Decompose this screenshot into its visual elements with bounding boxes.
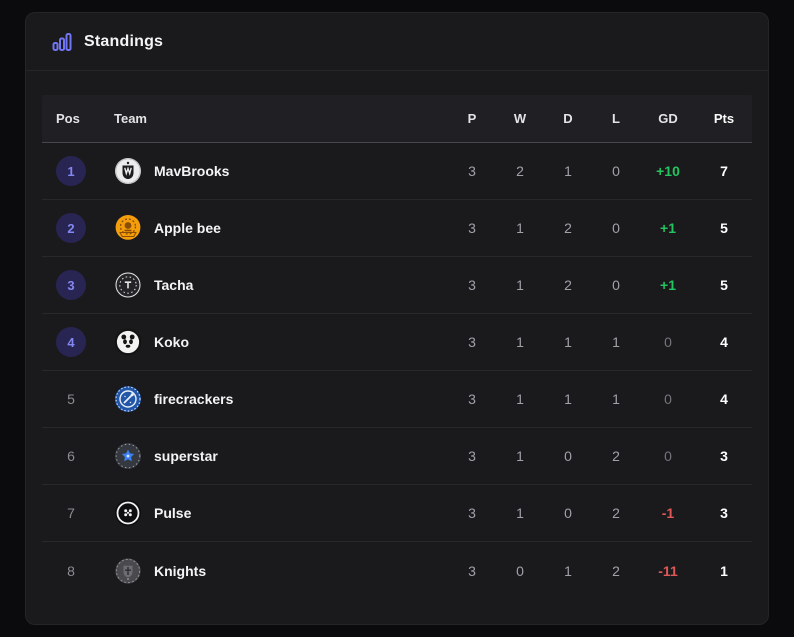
goal-difference-cell: +1 [660,220,676,236]
draws-cell: 1 [564,163,572,179]
losses-cell: 0 [612,163,620,179]
position-number: 5 [67,391,75,407]
table-row-knights[interactable]: 8 Knights 3 0 1 2 -11 1 [42,542,752,599]
points-cell: 3 [720,505,728,521]
standings-card: Standings Pos Team P W D L GD Pts 1 [25,12,769,625]
losses-cell: 1 [612,334,620,350]
wins-cell: 1 [516,220,524,236]
wins-cell: 0 [516,562,524,579]
team-name: Apple bee [154,220,221,236]
team-name: Knights [154,562,207,579]
bar-chart-icon [50,30,74,54]
position-badge: 2 [56,213,86,243]
team-name: superstar [154,448,218,464]
team-name: Tacha [154,277,194,293]
played-cell: 3 [468,505,476,521]
played-cell: 3 [468,562,476,579]
header-pos: Pos [56,111,80,126]
header-wins: W [513,111,527,126]
points-cell: 5 [720,277,728,293]
koko-crest-icon [114,328,142,356]
team-name: Koko [154,334,189,350]
points-cell: 4 [720,391,728,407]
table-row-pulse[interactable]: 7 Pulse 3 1 0 2 - [42,485,752,542]
team-name: Pulse [154,505,192,521]
position-badge: 4 [56,327,86,357]
losses-cell: 2 [612,562,620,579]
wins-cell: 1 [516,505,524,521]
goal-difference-cell: 0 [664,334,672,350]
tacha-crest-icon [114,271,142,299]
played-cell: 3 [468,391,476,407]
draws-cell: 0 [564,505,572,521]
card-header: Standings [26,13,768,71]
losses-cell: 0 [612,277,620,293]
losses-cell: 0 [612,220,620,236]
wins-cell: 2 [516,163,524,179]
apple-bee-crest-icon [114,214,142,242]
points-cell: 1 [720,562,728,579]
table-row-superstar[interactable]: 6 superstar 3 1 0 2 0 3 [42,428,752,485]
points-cell: 3 [720,448,728,464]
played-cell: 3 [468,334,476,350]
mavbrooks-crest-icon [114,157,142,185]
position-badge: 3 [56,270,86,300]
header-team: Team [114,111,147,126]
standings-table: Pos Team P W D L GD Pts 1 [26,71,768,623]
points-cell: 4 [720,334,728,350]
team-name: MavBrooks [154,163,230,179]
draws-cell: 1 [564,391,572,407]
draws-cell: 1 [564,562,572,579]
wins-cell: 1 [516,391,524,407]
header-draws: D [563,111,573,126]
header-played: P [467,111,477,126]
goal-difference-cell: +10 [656,163,680,179]
pulse-crest-icon [114,499,142,527]
table-row-mavbrooks[interactable]: 1 MavBrooks 3 2 1 0 +10 7 [42,143,752,200]
goal-difference-cell: 0 [664,448,672,464]
table-header-row: Pos Team P W D L GD Pts [42,95,752,143]
played-cell: 3 [468,448,476,464]
draws-cell: 2 [564,277,572,293]
position-number: 6 [67,448,75,464]
points-cell: 5 [720,220,728,236]
played-cell: 3 [468,220,476,236]
played-cell: 3 [468,277,476,293]
table-row-tacha[interactable]: 3 Tacha 3 1 2 0 +1 5 [42,257,752,314]
superstar-crest-icon [114,442,142,470]
position-number: 7 [67,505,75,521]
position-badge: 1 [56,156,86,186]
goal-difference-cell: -1 [661,505,675,521]
goal-difference-cell: -11 [658,562,678,579]
played-cell: 3 [468,163,476,179]
draws-cell: 0 [564,448,572,464]
table-row-apple-bee[interactable]: 2 Apple bee 3 1 2 0 +1 5 [42,200,752,257]
wins-cell: 1 [516,448,524,464]
card-title: Standings [84,32,164,50]
losses-cell: 1 [612,391,620,407]
firecrackers-crest-icon [114,385,142,413]
knights-crest-icon [114,557,142,585]
draws-cell: 1 [564,334,572,350]
table-row-koko[interactable]: 4 Koko 3 1 1 1 0 [42,314,752,371]
losses-cell: 2 [612,448,620,464]
points-cell: 7 [720,163,728,179]
header-points: Pts [713,111,735,126]
losses-cell: 2 [612,505,620,521]
header-losses: L [612,111,620,126]
wins-cell: 1 [516,334,524,350]
goal-difference-cell: +1 [660,277,676,293]
goal-difference-cell: 0 [664,391,672,407]
table-row-firecrackers[interactable]: 5 firecrackers 3 1 1 1 [42,371,752,428]
team-name: firecrackers [154,391,234,407]
header-goal-difference: GD [658,111,678,126]
wins-cell: 1 [516,277,524,293]
draws-cell: 2 [564,220,572,236]
position-number: 8 [67,562,75,579]
